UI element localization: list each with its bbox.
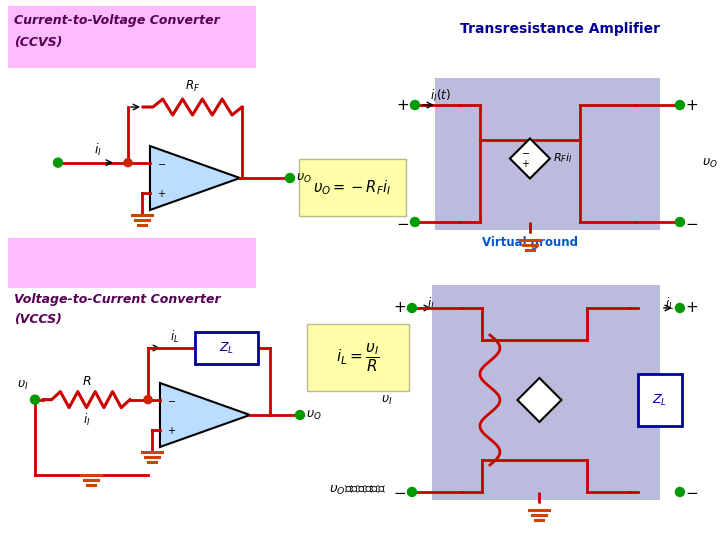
Text: $\upsilon_O = -R_F i_I$: $\upsilon_O = -R_F i_I$ [313,179,391,197]
Text: $\upsilon_O$: $\upsilon_O$ [306,408,322,422]
Polygon shape [518,378,562,422]
Text: $i_I$: $i_I$ [83,411,90,428]
Circle shape [295,410,305,420]
FancyBboxPatch shape [307,324,409,391]
Bar [432,285,660,500]
Text: Transresistance Amplifier: Transresistance Amplifier [460,22,660,36]
Text: $\upsilon_I$: $\upsilon_I$ [381,394,392,407]
Text: $i_L$: $i_L$ [170,329,179,345]
Text: $R_F i_I$: $R_F i_I$ [553,152,572,165]
Circle shape [144,396,152,403]
Bar [8,6,256,68]
Polygon shape [160,383,250,447]
Circle shape [675,488,685,496]
Circle shape [30,395,40,404]
Text: $i_L$: $i_L$ [665,296,674,312]
Text: $i_I$: $i_I$ [94,141,102,158]
Text: $-$: $-$ [157,158,166,167]
Circle shape [124,159,132,167]
Text: $R$: $R$ [544,399,553,411]
Circle shape [285,173,294,183]
Text: $-$: $-$ [685,214,698,230]
Text: $+$: $+$ [157,188,166,199]
Text: Current-to-Voltage Converter: Current-to-Voltage Converter [14,14,220,27]
Text: +: + [394,300,406,315]
Text: $\upsilon_O$: $\upsilon_O$ [296,172,312,185]
Text: $R$: $R$ [82,375,91,388]
Bar [435,78,660,230]
Text: Voltage-to-Current Converter: Voltage-to-Current Converter [14,293,220,306]
Circle shape [408,303,416,313]
FancyBboxPatch shape [299,159,406,216]
Text: (VCCS): (VCCS) [14,313,62,326]
Circle shape [675,218,685,226]
Text: $\upsilon_I$: $\upsilon_I$ [17,379,29,392]
Polygon shape [510,139,550,179]
Text: $\upsilon_I$: $\upsilon_I$ [544,386,554,398]
Text: $-$: $-$ [393,484,407,500]
Text: $+$: $+$ [521,158,531,169]
Circle shape [408,488,416,496]
Text: $-$: $-$ [167,395,176,404]
Bar [195,332,258,364]
Text: +: + [685,98,698,112]
Circle shape [675,100,685,110]
Text: $\upsilon_O$要在合理範圍: $\upsilon_O$要在合理範圍 [329,483,387,496]
Text: $Z_L$: $Z_L$ [652,393,667,408]
Text: $i_I(t)$: $i_I(t)$ [430,88,451,104]
Text: +: + [397,98,409,112]
Text: Virtual ground: Virtual ground [482,236,578,249]
Circle shape [53,158,63,167]
Text: $R_F$: $R_F$ [185,79,200,94]
Text: (CCVS): (CCVS) [14,36,63,49]
Bar [8,238,256,288]
Text: $-$: $-$ [521,146,531,157]
Text: $-$: $-$ [685,484,698,500]
Bar [638,374,682,426]
Text: $+$: $+$ [167,425,176,436]
Text: +: + [685,300,698,315]
Circle shape [410,100,420,110]
Text: $i_L = \dfrac{\upsilon_I}{R}$: $i_L = \dfrac{\upsilon_I}{R}$ [336,342,380,374]
Text: $Z_L$: $Z_L$ [219,340,234,355]
Polygon shape [150,146,240,210]
Circle shape [410,218,420,226]
Circle shape [675,303,685,313]
Text: $\upsilon_O$: $\upsilon_O$ [702,157,718,170]
Text: $i_I$: $i_I$ [427,296,434,312]
Text: $-$: $-$ [397,214,410,230]
